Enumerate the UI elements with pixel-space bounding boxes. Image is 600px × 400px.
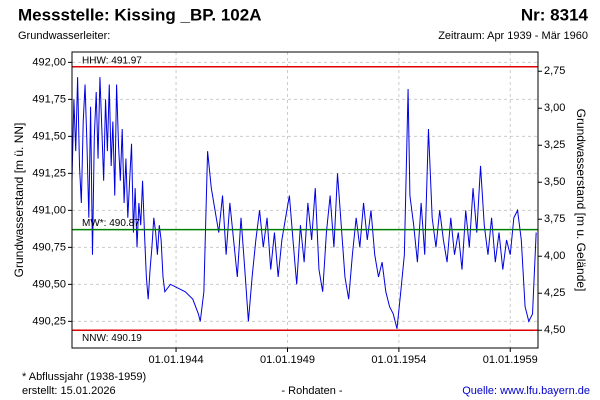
period: Zeitraum: Apr 1939 - Mär 1960 bbox=[438, 30, 588, 42]
footnote: * Abflussjahr (1938-1959) bbox=[22, 371, 146, 383]
y2-axis-label: Grundwasserstand [m u. Gelände] bbox=[574, 109, 588, 292]
reference-label: MW*: 490.87 bbox=[82, 218, 140, 229]
reference-label: HHW: 491.97 bbox=[82, 55, 142, 66]
y2-tick-label: 3,25 bbox=[544, 139, 565, 151]
y-tick-label: 491,50 bbox=[32, 130, 66, 142]
y-axis-label: Grundwasserstand [m ü. NN] bbox=[12, 123, 26, 278]
y2-tick-label: 4,50 bbox=[544, 324, 565, 336]
data-line bbox=[71, 77, 537, 329]
y-tick-label: 491,25 bbox=[32, 167, 66, 179]
y-tick-label: 490,75 bbox=[32, 241, 66, 253]
y2-tick-label: 4,25 bbox=[544, 287, 565, 299]
source: Quelle: www.lfu.bayern.de bbox=[462, 385, 590, 397]
station-number: Nr: 8314 bbox=[521, 5, 589, 24]
y-tick-label: 490,50 bbox=[32, 278, 66, 290]
raw-data-note: - Rohdaten - bbox=[281, 385, 342, 397]
y2-tick-label: 2,75 bbox=[544, 65, 565, 77]
x-tick-label: 01.01.1959 bbox=[483, 354, 538, 366]
y2-tick-label: 3,50 bbox=[544, 176, 565, 188]
plot-frame bbox=[71, 51, 539, 349]
y-tick-label: 491,75 bbox=[32, 93, 66, 105]
y2-tick-label: 3,75 bbox=[544, 213, 565, 225]
y-tick-label: 490,25 bbox=[32, 315, 66, 327]
x-tick-label: 01.01.1954 bbox=[371, 354, 426, 366]
reference-label: NNW: 490.19 bbox=[82, 333, 142, 344]
y-tick-label: 492,00 bbox=[32, 56, 66, 68]
x-tick-label: 01.01.1944 bbox=[149, 354, 204, 366]
aquifer: Grundwasserleiter: bbox=[18, 30, 110, 42]
x-tick-label: 01.01.1949 bbox=[260, 354, 315, 366]
y2-tick-label: 3,00 bbox=[544, 102, 565, 114]
created-date: erstellt: 15.01.2026 bbox=[22, 385, 116, 397]
y2-tick-label: 4,00 bbox=[544, 250, 565, 262]
y-tick-label: 491,00 bbox=[32, 204, 66, 216]
chart-title: Messstelle: Kissing _BP. 102A bbox=[18, 5, 261, 24]
